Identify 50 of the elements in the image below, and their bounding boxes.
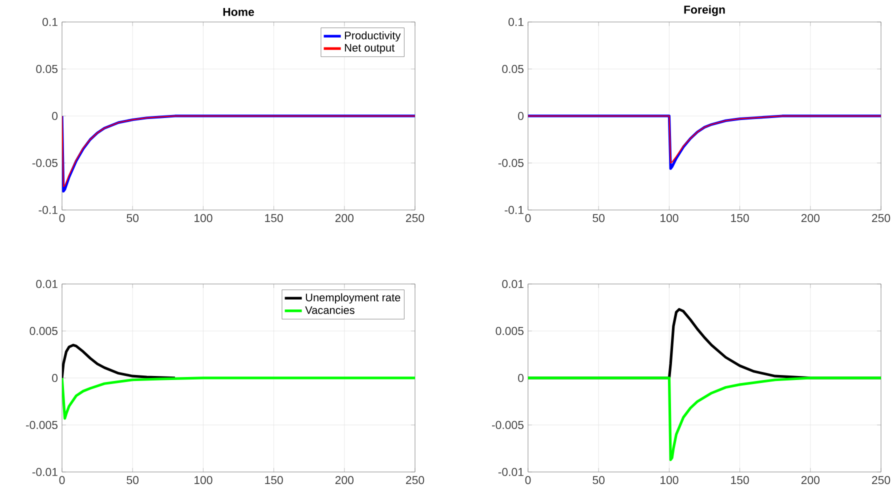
y-tick-label: -0.1 <box>504 206 524 214</box>
y-tick-label: -0.01 <box>498 468 524 476</box>
y-tick-label: -0.05 <box>498 158 524 168</box>
y-tick-label: 0.1 <box>42 18 58 26</box>
chart-title: Foreign <box>684 5 725 16</box>
legend-label: Vacancies <box>305 306 354 314</box>
y-tick-label: 0.01 <box>502 280 524 288</box>
legend-label: Unemployment rate <box>306 293 400 304</box>
x-tick-label: 50 <box>126 476 139 484</box>
x-tick-label: 250 <box>406 476 424 484</box>
y-tick-label: 0.005 <box>496 326 524 336</box>
y-tick-label: 0.05 <box>502 64 524 74</box>
x-tick-label: 200 <box>801 214 820 222</box>
y-tick-label: 0.005 <box>30 326 58 336</box>
x-tick-label: 100 <box>194 476 212 484</box>
x-tick-label: 150 <box>731 214 749 222</box>
y-tick-label: -0.1 <box>38 206 58 214</box>
x-tick-label: 0 <box>525 214 531 222</box>
y-tick-label: 0 <box>518 112 524 120</box>
x-tick-label: 150 <box>265 214 283 222</box>
y-tick-label: -0.05 <box>32 158 58 168</box>
x-tick-label: 100 <box>194 214 212 222</box>
x-tick-label: 250 <box>872 214 890 222</box>
x-tick-label: 150 <box>265 476 283 484</box>
y-tick-label: 0.05 <box>36 64 58 74</box>
y-tick-label: -0.005 <box>26 420 58 430</box>
y-tick-label: -0.01 <box>32 468 58 476</box>
y-tick-label: 0 <box>52 374 58 382</box>
legend-label: Net output <box>344 44 395 54</box>
x-tick-label: 200 <box>801 476 820 484</box>
x-tick-label: 0 <box>525 476 531 484</box>
x-tick-label: 200 <box>335 476 354 484</box>
x-tick-label: 100 <box>660 214 678 222</box>
x-tick-label: 50 <box>126 214 139 222</box>
x-tick-label: 250 <box>406 214 424 222</box>
y-tick-label: 0.01 <box>36 280 58 288</box>
x-tick-label: 0 <box>59 476 65 484</box>
legend-label: Productivity <box>344 31 401 42</box>
x-tick-label: 50 <box>592 214 605 222</box>
y-tick-label: -0.005 <box>492 420 524 430</box>
x-tick-label: 200 <box>335 214 354 222</box>
chart-title: Home <box>223 8 254 16</box>
y-tick-label: 0 <box>518 374 524 382</box>
x-tick-label: 150 <box>731 476 749 484</box>
y-tick-label: 0 <box>52 112 58 120</box>
x-tick-label: 50 <box>592 476 605 484</box>
x-tick-label: 0 <box>59 214 65 222</box>
x-tick-label: 250 <box>872 476 890 484</box>
x-tick-label: 100 <box>660 476 678 484</box>
y-tick-label: 0.1 <box>508 18 524 26</box>
